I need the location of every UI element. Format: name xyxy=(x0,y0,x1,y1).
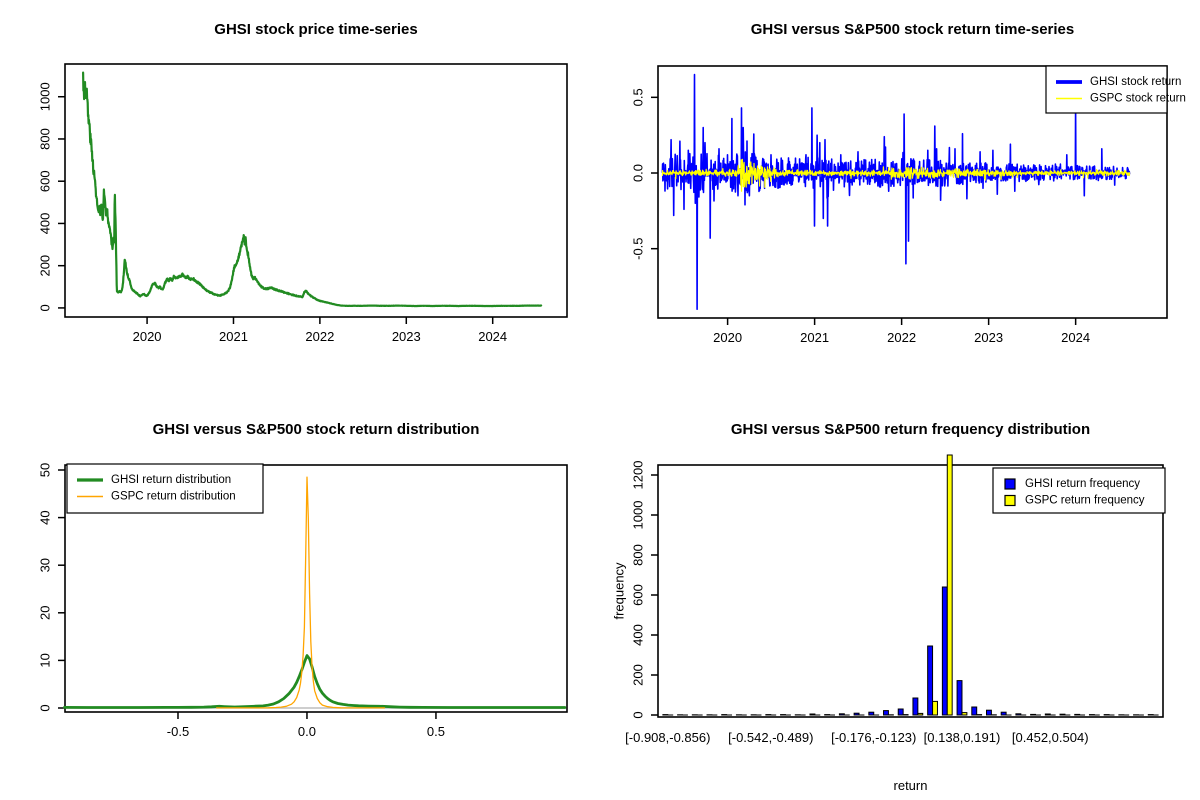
bin-label: [-0.908,-0.856) xyxy=(625,730,710,745)
x-tick-label: 2021 xyxy=(800,330,829,345)
bar-gspc-bin17 xyxy=(917,712,924,716)
y-tick-label: 40 xyxy=(37,510,52,524)
x-tick-label: 2022 xyxy=(305,329,334,344)
y-tick-label: 400 xyxy=(37,213,52,235)
bar-ghsi-bin22 xyxy=(986,709,992,716)
bin-label: [-0.542,-0.489) xyxy=(728,730,813,745)
chart-title: GHSI versus S&P500 stock return time-ser… xyxy=(751,21,1074,38)
bar-ghsi-bin19 xyxy=(941,586,948,716)
bar-ghsi-bin24 xyxy=(1015,713,1022,716)
y-tick-label: 400 xyxy=(630,624,645,646)
panel-return-timeseries: -0.5 0.0 0.5 2020 2021 2022 2023 2024 GHSI stock… xyxy=(600,0,1200,400)
x-tick-label: 2023 xyxy=(392,329,421,344)
x-tick-label: 0.5 xyxy=(427,724,445,739)
legend-box xyxy=(1045,65,1168,114)
chart-return-frequency: 0 200 400 600 800 1000 1200 [-0.908,-0.856) [-0.… xyxy=(611,421,1166,793)
plot-box xyxy=(657,65,1168,319)
chart-title: GHSI stock price time-series xyxy=(214,21,417,38)
chart-title: GHSI versus S&P500 stock return distribu… xyxy=(153,421,480,438)
legend-label: GSPC return frequency xyxy=(1025,495,1145,507)
y-tick-label: 800 xyxy=(37,128,52,150)
y-tick-label: 10 xyxy=(37,653,52,667)
bar-ghsi-bin20 xyxy=(956,680,963,716)
bar-gspc-bin18 xyxy=(932,700,938,716)
legend-label: GHSI return distribution xyxy=(111,474,231,486)
chart-title: GHSI versus S&P500 return frequency dist… xyxy=(731,421,1090,438)
series-ghsi-return-distribution xyxy=(63,654,567,709)
y-tick-label: 200 xyxy=(630,664,645,686)
legend-label: GSPC return distribution xyxy=(111,491,236,503)
bar-ghsi-bin12 xyxy=(838,713,845,716)
bar-ghsi-bin25 xyxy=(1030,713,1037,716)
y-tick-label: 20 xyxy=(37,606,52,620)
bar-gspc-bin20 xyxy=(961,712,968,716)
chart-return-distribution: 0 10 20 30 40 50 -0.5 0.0 0.5 GHSI return distrib… xyxy=(37,421,568,739)
y-tick-label: 0.0 xyxy=(630,164,645,182)
bar-gspc-bin19 xyxy=(946,454,953,716)
y-tick-label: 600 xyxy=(630,584,645,606)
bar-ghsi-bin23 xyxy=(1000,711,1007,716)
series-gspc-return-distribution xyxy=(216,476,386,709)
x-tick-label: 0.0 xyxy=(298,724,316,739)
panel-return-distribution: 0 10 20 30 40 50 -0.5 0.0 0.5 GHSI return distrib… xyxy=(0,400,600,800)
legend-box-sample xyxy=(1004,478,1016,490)
bar-ghsi-bin17 xyxy=(912,697,919,716)
x-tick-label: 2024 xyxy=(1061,330,1090,345)
bar-ghsi-bin21 xyxy=(971,706,978,716)
series-gspc-stock-return xyxy=(661,158,1131,192)
bar-ghsi-bin26 xyxy=(1044,713,1051,716)
chart-ghsi-price: 0 200 400 600 800 1000 2020 2021 2022 2023 2024 GHS… xyxy=(37,21,568,344)
x-tick-label: 2020 xyxy=(713,330,742,345)
x-tick-label: 2023 xyxy=(974,330,1003,345)
x-tick-label: 2022 xyxy=(887,330,916,345)
y-tick-label: 1200 xyxy=(630,461,645,490)
y-tick-label: 30 xyxy=(37,558,52,572)
x-tick-label: 2021 xyxy=(219,329,248,344)
y-tick-label: 800 xyxy=(630,544,645,566)
panel-ghsi-price: 0 200 400 600 800 1000 2020 2021 2022 2023 2024 GHS… xyxy=(0,0,600,400)
bar-ghsi-bin27 xyxy=(1059,713,1066,716)
bin-label: [0.452,0.504) xyxy=(1012,730,1089,745)
series-ghsi-stock-price xyxy=(82,71,543,308)
panel-return-frequency: 0 200 400 600 800 1000 1200 [-0.908,-0.856) [-0.… xyxy=(600,400,1200,800)
y-tick-label: 0 xyxy=(37,704,52,711)
legend-box xyxy=(992,467,1166,514)
bin-label: [0.138,0.191) xyxy=(924,730,1001,745)
x-tick-label: 2024 xyxy=(478,329,507,344)
y-axis-title: frequency xyxy=(611,562,626,620)
y-tick-label: 1000 xyxy=(630,501,645,530)
chart-returns: -0.5 0.0 0.5 2020 2021 2022 2023 2024 GHSI stock… xyxy=(630,21,1186,345)
plot-box xyxy=(657,464,1164,718)
bar-ghsi-bin28 xyxy=(1074,713,1081,716)
legend-box-sample xyxy=(1004,494,1016,507)
bar-ghsi-bin16 xyxy=(897,708,904,716)
y-tick-label: 200 xyxy=(37,255,52,277)
bar-ghsi-bin13 xyxy=(853,712,860,716)
legend-label: GHSI stock return xyxy=(1090,76,1181,88)
legend-label: GHSI return frequency xyxy=(1025,478,1140,490)
y-tick-label: 1000 xyxy=(37,82,52,111)
x-tick-label: 2020 xyxy=(133,329,162,344)
plot-box xyxy=(64,63,568,318)
bar-ghsi-bin10 xyxy=(809,713,816,716)
y-tick-label: 50 xyxy=(37,463,52,477)
y-tick-label: 0 xyxy=(630,711,645,718)
x-axis-title: return xyxy=(894,778,928,793)
legend-box xyxy=(66,463,264,514)
bin-label: [-0.176,-0.123) xyxy=(831,730,916,745)
bar-ghsi-bin15 xyxy=(883,710,889,716)
y-tick-label: -0.5 xyxy=(630,237,645,259)
x-tick-label: -0.5 xyxy=(167,724,189,739)
y-tick-label: 0 xyxy=(37,304,52,311)
plot-box xyxy=(64,464,568,713)
bar-ghsi-bin14 xyxy=(868,711,875,716)
bar-ghsi-bin18 xyxy=(927,645,934,716)
legend-label: GSPC stock return xyxy=(1090,93,1186,105)
y-tick-label: 0.5 xyxy=(630,88,645,106)
y-tick-label: 600 xyxy=(37,170,52,192)
